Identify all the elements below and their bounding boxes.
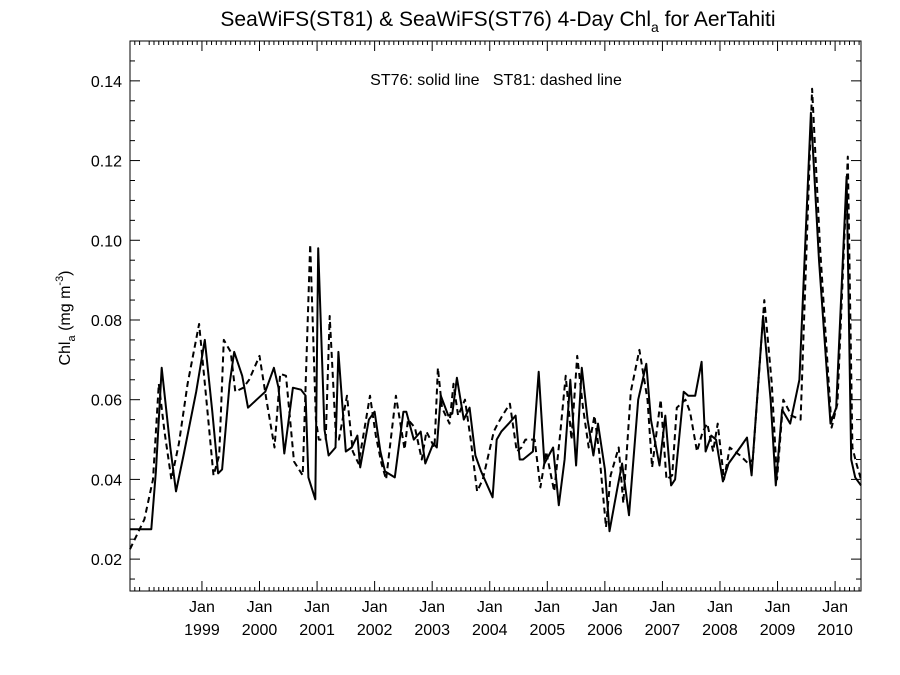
x-tick-year-label: 2007 (645, 622, 681, 639)
x-tick-month-label: Jan (362, 599, 388, 616)
x-tick-year-label: 2008 (702, 622, 738, 639)
x-tick-year-label: 2003 (414, 622, 450, 639)
x-tick-month-label: Jan (822, 599, 848, 616)
y-tick-label: 0.14 (91, 74, 122, 91)
line-style-annotation: ST76: solid line ST81: dashed line (370, 72, 622, 89)
y-tick-label: 0.02 (91, 552, 122, 569)
x-tick-month-label: Jan (534, 599, 560, 616)
y-axis: 0.02 0.04 0.06 0.08 0.10 0.12 0.14 (91, 40, 861, 580)
x-tick-year-label: 2009 (760, 622, 796, 639)
series-line-st81 (129, 87, 862, 550)
x-tick-month-label: Jan (189, 599, 215, 616)
x-axis: Jan 1999 Jan 2000 Jan 2001 Jan 2002 Jan 2003 Jan 20… (129, 41, 860, 639)
x-tick-year-label: 2002 (357, 622, 393, 639)
x-tick-month-label: Jan (247, 599, 273, 616)
x-tick-month-label: Jan (419, 599, 445, 616)
x-tick-year-label: 2005 (530, 622, 566, 639)
x-tick-year-label: 2006 (587, 622, 623, 639)
x-tick-year-label: 2010 (817, 622, 853, 639)
x-tick-month-label: Jan (304, 599, 330, 616)
x-tick-year-label: 1999 (184, 622, 220, 639)
y-tick-label: 0.08 (91, 313, 122, 330)
x-tick-month-label: Jan (592, 599, 618, 616)
x-tick-year-label: 2000 (242, 622, 278, 639)
y-axis-label: Chla (mg m-3) (54, 270, 78, 365)
x-tick-month-label: Jan (707, 599, 733, 616)
x-tick-month-label: Jan (765, 599, 791, 616)
x-tick-year-label: 2004 (472, 622, 508, 639)
y-tick-label: 0.06 (91, 393, 122, 410)
series-layer (129, 87, 862, 550)
x-tick-month-label: Jan (477, 599, 503, 616)
y-tick-label: 0.12 (91, 154, 122, 171)
y-tick-label: 0.10 (91, 233, 122, 250)
plot-frame (129, 40, 862, 592)
chart-title: SeaWiFS(ST81) & SeaWiFS(ST76) 4-Day Chla… (220, 8, 775, 35)
y-tick-label: 0.04 (91, 472, 122, 489)
x-tick-year-label: 2001 (299, 622, 335, 639)
x-tick-month-label: Jan (650, 599, 676, 616)
series-line-st76 (130, 111, 862, 533)
